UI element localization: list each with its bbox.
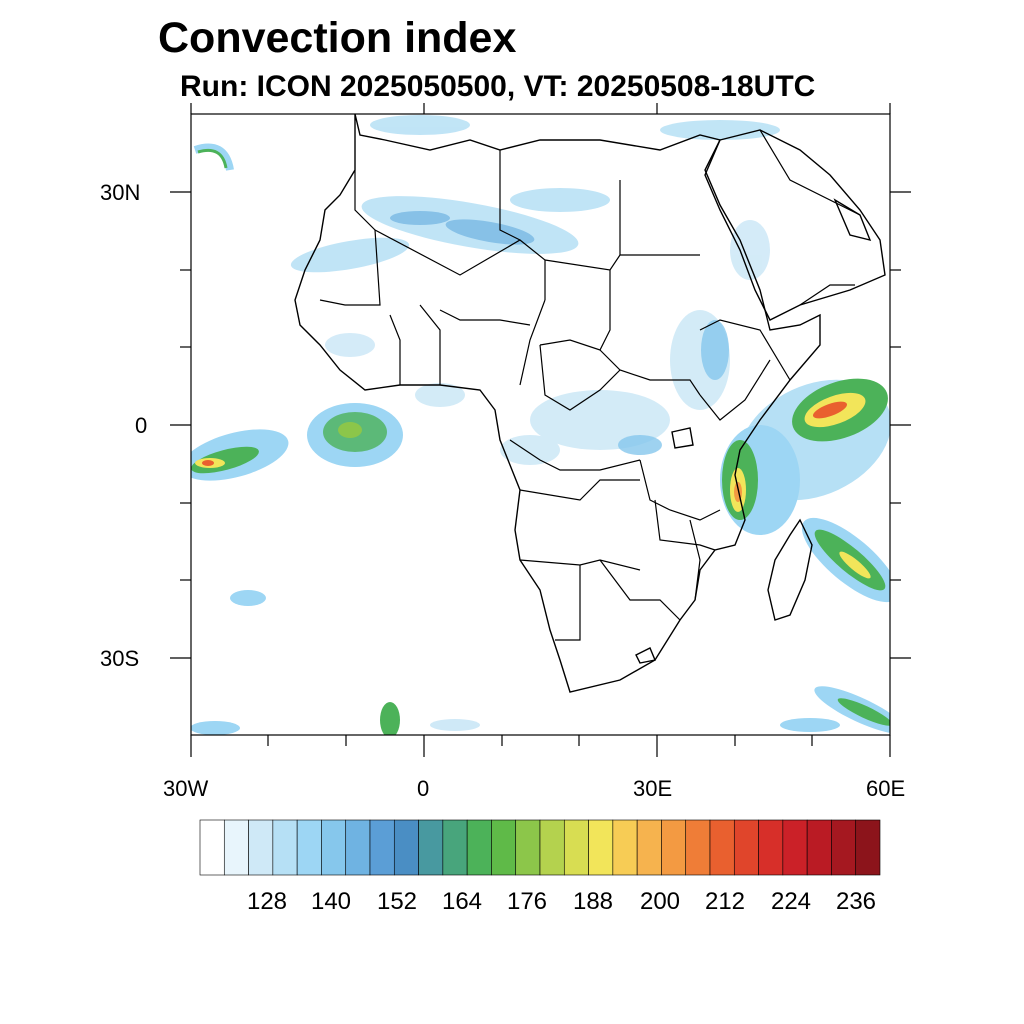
chart-title: Convection index <box>158 14 517 62</box>
colorbar-swatch <box>733 819 759 876</box>
colorbar-swatch <box>442 819 468 876</box>
colorbar-swatch <box>223 819 249 876</box>
colorbar-swatch <box>466 819 492 876</box>
lake-victoria <box>671 427 694 449</box>
colorbar-label-212: 212 <box>704 888 746 915</box>
colorbar-label-152: 152 <box>376 888 418 915</box>
colorbar-swatch <box>709 819 735 876</box>
west-atlantic-band <box>191 429 289 481</box>
colorbar-swatch <box>272 819 298 876</box>
southern-ocean-band <box>191 590 890 735</box>
x-label-30e: 30E <box>633 776 673 801</box>
country-borders <box>319 129 861 641</box>
colorbar-swatch <box>515 819 541 876</box>
colorbar-swatch <box>199 819 225 876</box>
colorbar <box>199 819 881 876</box>
x-label-60e: 60E <box>866 776 906 801</box>
colorbar-label-224: 224 <box>770 888 812 915</box>
colorbar-swatch <box>563 819 589 876</box>
colorbar-label-176: 176 <box>506 888 548 915</box>
sahara-convection-band <box>290 115 780 273</box>
colorbar-swatch <box>758 819 784 876</box>
colorbar-swatch <box>831 819 857 876</box>
colorbar-label-164: 164 <box>441 888 483 915</box>
central-africa-convection <box>325 220 770 465</box>
indian-ocean-convection <box>720 378 890 535</box>
x-label-30w: 30W <box>163 776 209 801</box>
colorbar-swatch <box>491 819 517 876</box>
lesotho <box>635 647 656 664</box>
colorbar-swatch <box>248 819 274 876</box>
colorbar-label-188: 188 <box>572 888 614 915</box>
colorbar-swatch <box>321 819 347 876</box>
northwest-swirl <box>193 143 234 171</box>
convection-field <box>191 115 890 735</box>
colorbar-swatch <box>855 819 881 876</box>
chart-subtitle: Run: ICON 2025050500, VT: 20250508-18UTC <box>180 70 816 103</box>
madagascar-band <box>801 517 890 603</box>
atlantic-convection-cluster <box>307 403 403 467</box>
colorbar-swatch <box>782 819 808 876</box>
colorbar-swatch <box>636 819 662 876</box>
colorbar-swatch <box>296 819 322 876</box>
colorbar-swatch <box>685 819 711 876</box>
persian-gulf <box>833 198 872 242</box>
colorbar-swatch <box>806 819 832 876</box>
colorbar-label-128: 128 <box>246 888 288 915</box>
colorbar-swatch <box>369 819 395 876</box>
y-label-0: 0 <box>135 413 148 438</box>
axis-ticks <box>170 103 911 757</box>
x-label-0: 0 <box>417 776 430 801</box>
colorbar-label-236: 236 <box>835 888 877 915</box>
madagascar <box>767 518 813 621</box>
colorbar-swatch <box>661 819 687 876</box>
colorbar-swatch <box>612 819 638 876</box>
y-label-30s: 30S <box>100 646 140 671</box>
colorbar-swatch <box>345 819 371 876</box>
sahara-convection-core <box>390 211 535 245</box>
colorbar-swatch <box>539 819 565 876</box>
arabian-peninsula <box>704 129 886 321</box>
colorbar-label-140: 140 <box>310 888 352 915</box>
y-label-30n: 30N <box>100 180 141 205</box>
colorbar-swatch <box>393 819 419 876</box>
colorbar-label-200: 200 <box>639 888 681 915</box>
colorbar-swatch <box>588 819 614 876</box>
colorbar-swatch <box>418 819 444 876</box>
